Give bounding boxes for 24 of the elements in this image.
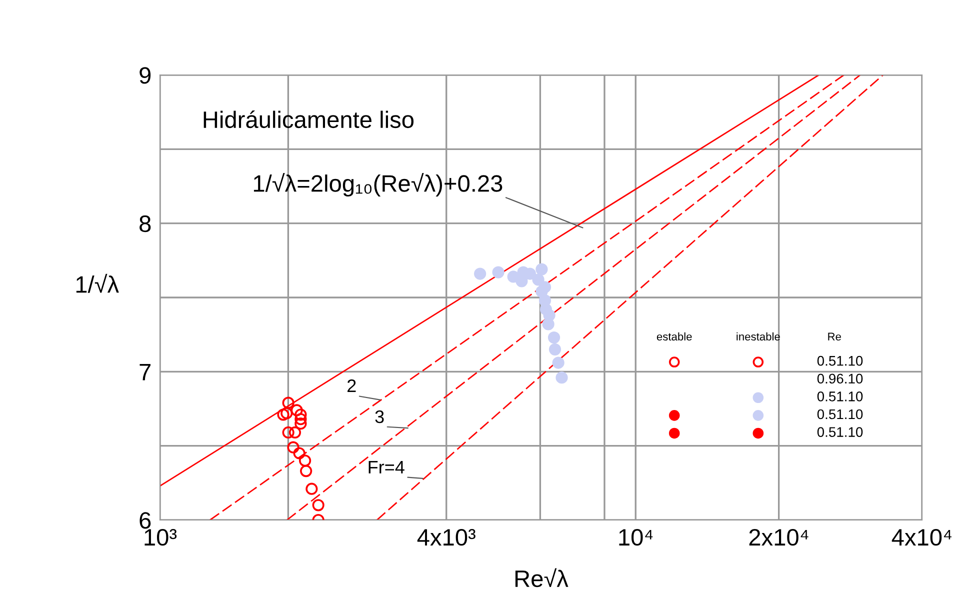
- annotation: inestable: [736, 332, 780, 341]
- annotation: 3: [375, 410, 384, 424]
- annotation: 0.51.10: [817, 409, 863, 420]
- x-tick-label: 10⁴: [619, 528, 653, 546]
- annotation: 0.96.10: [817, 374, 863, 384]
- annotation: Re: [828, 332, 841, 341]
- y-axis-title: 1/√λ: [76, 274, 119, 293]
- x-tick-label: 4x10³: [417, 528, 476, 546]
- x-tick-label: 10³: [144, 528, 177, 546]
- annotation: Hidráulicamente liso: [204, 110, 414, 128]
- x-axis-title: Re√λ: [515, 568, 568, 588]
- annotation: estable: [656, 332, 692, 341]
- y-tick-label: 7: [140, 364, 150, 380]
- annotation: 0.51.10: [817, 356, 863, 366]
- x-tick-label: 4x10⁴: [892, 528, 952, 546]
- annotation: 2: [348, 379, 356, 392]
- annotation: 0.51.10: [817, 392, 863, 402]
- annotation: Fr=4: [368, 460, 404, 474]
- annotation: 0.51.10: [817, 427, 863, 437]
- annotation: 1/√λ=2log₁₀(Re√λ)+0.23: [254, 172, 502, 197]
- y-tick-label: 6: [140, 512, 151, 529]
- y-tick-label: 9: [140, 67, 151, 84]
- y-tick-label: 8: [140, 215, 151, 232]
- x-tick-label: 2x10⁴: [749, 528, 808, 546]
